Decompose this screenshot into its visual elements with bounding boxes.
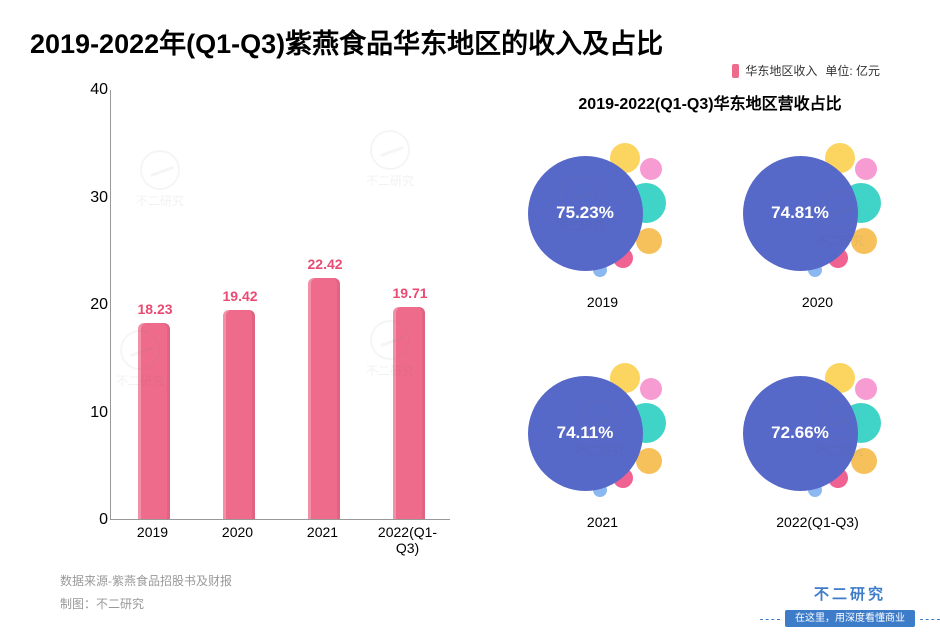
- x-tick-label: 2020: [222, 524, 253, 540]
- bar: 22.42: [308, 278, 340, 519]
- bubble-panel-title: 2019-2022(Q1-Q3)华东地区营收占比: [500, 90, 920, 114]
- bubble-caption: 2021: [587, 514, 618, 530]
- main-bubble: 75.23%: [528, 156, 643, 271]
- bubble-cell: 74.81% 2020: [715, 124, 920, 324]
- side-bubble: [855, 378, 877, 400]
- side-bubble: [640, 158, 662, 180]
- bar-value-label: 19.42: [223, 288, 255, 304]
- bar-chart: 18.2319.4222.4219.71 0102030402019202020…: [60, 90, 460, 550]
- legend: 华东地区收入 单位: 亿元: [732, 62, 880, 79]
- main-bubble: 72.66%: [743, 376, 858, 491]
- y-tick-label: 20: [90, 296, 108, 314]
- brand-name: 不二研究: [785, 583, 915, 604]
- y-tick-label: 10: [90, 404, 108, 422]
- bubble-grid: 75.23% 2019 74.81% 2020 74.11% 2021 72.66% 2022…: [500, 124, 920, 544]
- bubble-cell: 75.23% 2019: [500, 124, 705, 324]
- y-tick-label: 30: [90, 189, 108, 207]
- bar-value-label: 18.23: [138, 301, 170, 317]
- bubble-caption: 2022(Q1-Q3): [776, 514, 858, 530]
- bar-value-label: 19.71: [393, 285, 425, 301]
- x-tick-label: 2019: [137, 524, 168, 540]
- bubble-caption: 2020: [802, 294, 833, 310]
- bar: 19.42: [223, 310, 255, 519]
- brand-tagline: 在这里，用深度看懂商业: [785, 610, 915, 627]
- legend-swatch: [732, 64, 739, 78]
- side-bubble: [640, 378, 662, 400]
- bubble-viz: 72.66%: [733, 358, 903, 508]
- bubble-viz: 74.11%: [518, 358, 688, 508]
- brand-box: 不二研究 在这里，用深度看懂商业: [785, 583, 915, 626]
- bubble-cell: 74.11% 2021: [500, 344, 705, 544]
- y-tick-label: 40: [90, 81, 108, 99]
- bubble-viz: 74.81%: [733, 138, 903, 288]
- chart-title: 2019-2022年(Q1-Q3)紫燕食品华东地区的收入及占比: [30, 22, 663, 61]
- y-tick-label: 0: [99, 511, 108, 529]
- x-tick-label: 2021: [307, 524, 338, 540]
- bubble-panel: 2019-2022(Q1-Q3)华东地区营收占比 75.23% 2019 74.81…: [500, 90, 920, 560]
- data-source: 数据来源-紫燕食品招股书及财报: [60, 570, 232, 593]
- x-tick-label: 2022(Q1-Q3): [378, 524, 437, 556]
- legend-unit: 单位: 亿元: [825, 62, 880, 79]
- main-bubble: 74.81%: [743, 156, 858, 271]
- chart-maker: 制图：不二研究: [60, 593, 232, 616]
- bubble-viz: 75.23%: [518, 138, 688, 288]
- bubble-cell: 72.66% 2022(Q1-Q3): [715, 344, 920, 544]
- bar-plot-area: 18.23 19.42 22.42 19.71: [110, 90, 450, 520]
- footer-meta: 数据来源-紫燕食品招股书及财报 制图：不二研究: [60, 570, 232, 616]
- bar-value-label: 22.42: [308, 256, 340, 272]
- bubble-caption: 2019: [587, 294, 618, 310]
- main-bubble: 74.11%: [528, 376, 643, 491]
- side-bubble: [855, 158, 877, 180]
- bar: 19.71: [393, 307, 425, 519]
- legend-label: 华东地区收入: [745, 62, 817, 79]
- bar: 18.23: [138, 323, 170, 519]
